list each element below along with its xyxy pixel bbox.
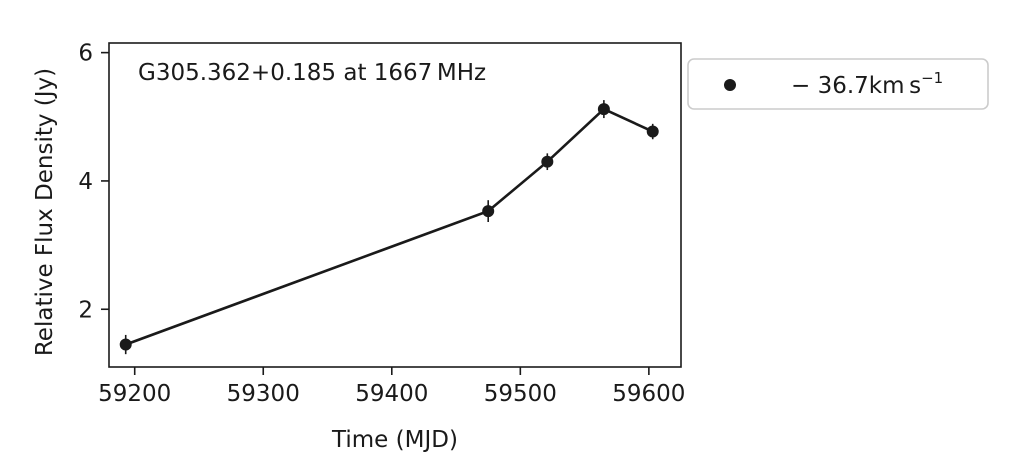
data-point	[597, 103, 610, 116]
legend-entry-label: − 36.7km s−1	[791, 69, 943, 99]
plot-annotation: G305.362+0.185 at 1667 MHz	[138, 60, 486, 86]
legend-series-superscript: −1	[921, 69, 943, 87]
y-tick-label: 6	[78, 41, 93, 67]
data-point	[646, 125, 659, 138]
y-axis: 2 4 6	[78, 41, 109, 323]
legend-marker	[724, 79, 736, 91]
x-tick-label: 59200	[98, 381, 171, 407]
x-tick-label: 59600	[612, 381, 685, 407]
data-point	[119, 338, 132, 351]
x-tick-label: 59500	[484, 381, 557, 407]
legend: − 36.7km s−1	[687, 58, 989, 110]
x-tick-label: 59400	[355, 381, 428, 407]
plot-area	[119, 100, 659, 355]
y-tick-label: 2	[78, 297, 93, 323]
x-axis-label: Time (MJD)	[331, 427, 458, 453]
legend-series-name: − 36.7km s	[791, 73, 921, 99]
x-tick-label: 59300	[227, 381, 300, 407]
legend-frame	[687, 58, 989, 110]
plot-frame	[108, 42, 682, 368]
data-point	[482, 205, 495, 218]
data-point	[541, 155, 554, 168]
x-axis: 59200 59300 59400 59500 59600	[98, 367, 685, 407]
series-line	[125, 107, 654, 346]
y-tick-label: 4	[78, 169, 93, 195]
y-axis-label: Relative Flux Density (Jy)	[32, 68, 58, 356]
